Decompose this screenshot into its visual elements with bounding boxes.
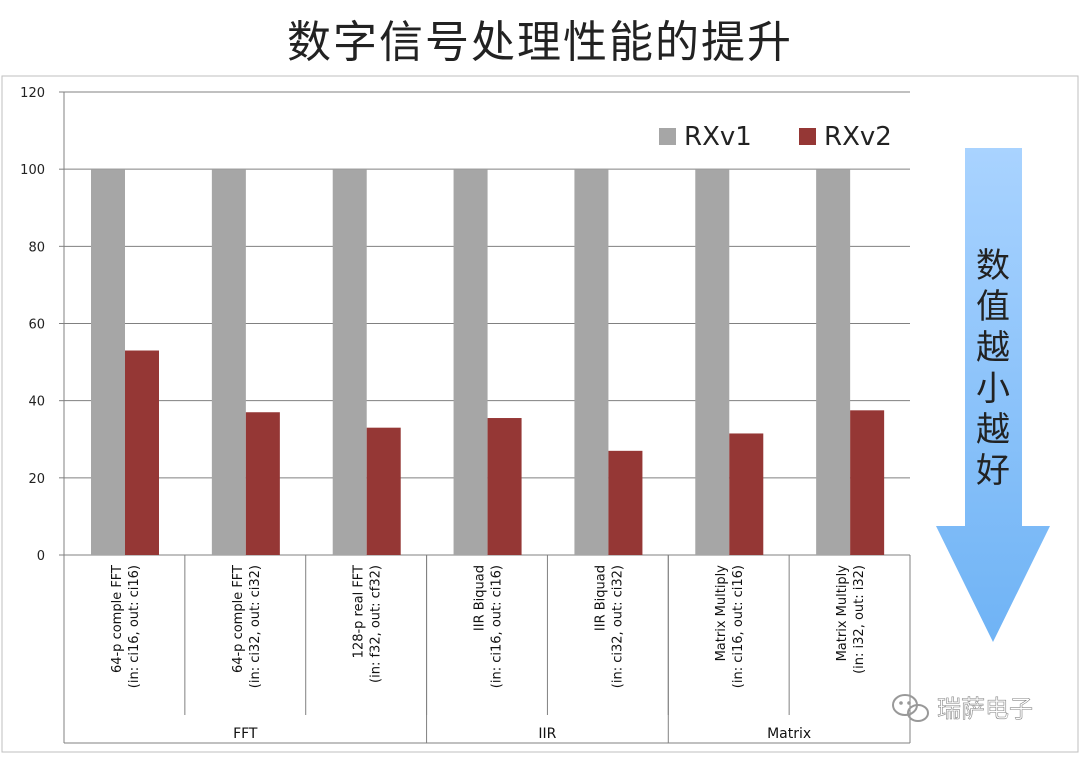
x-category-label-line-4-0: IIR Biquad [593, 565, 608, 631]
smaller-is-better-arrow: 数值越小越好 [936, 148, 1050, 642]
arrow-note-char-4: 越 [976, 410, 1010, 450]
bar-rxv2-3 [487, 418, 522, 555]
bar-rxv1-4 [574, 169, 609, 555]
bar-rxv2-2 [366, 427, 401, 555]
x-group-label-0: FFT [233, 726, 258, 742]
legend-swatch-rxv1 [659, 128, 676, 145]
arrow-note-char-3: 小 [976, 369, 1010, 409]
y-tick-label-0: 0 [37, 549, 45, 564]
x-category-label-line-5-1: (in: ci16, out: ci16) [731, 565, 746, 688]
x-category-label-line-2-0: 128-p real FFT [352, 565, 367, 658]
x-category-label-0: 64-p comple FFT (in: ci16, out: ci16) [110, 565, 142, 688]
x-category-label-3: IIR Biquad (in: ci16, out: ci16) [473, 565, 505, 688]
axes [63, 92, 911, 744]
x-category-label-line-3-0: IIR Biquad [473, 565, 488, 631]
y-tick-label-80: 80 [28, 240, 45, 255]
bar-rxv1-1 [211, 169, 246, 555]
bar-rxv2-0 [125, 350, 159, 555]
x-category-label-line-0-1: (in: ci16, out: ci16) [127, 565, 142, 688]
x-category-label-2: 128-p real FFT (in: f32, out: cf32) [352, 565, 384, 683]
bar-rxv1-0 [91, 169, 125, 555]
x-category-label-6: Matrix Multiply (in: i32, out: i32) [835, 565, 867, 674]
watermark: 瑞萨电子 [892, 694, 1033, 723]
x-category-label-line-1-0: 64-p comple FFT [231, 565, 246, 673]
y-tick-label-20: 20 [28, 472, 45, 487]
page-title: 数字信号处理性能的提升 [287, 17, 793, 68]
x-category-label-line-0-0: 64-p comple FFT [110, 565, 125, 673]
bar-rxv2-6 [850, 410, 885, 555]
x-category-label-line-6-1: (in: i32, out: i32) [852, 565, 867, 674]
chart-border [1, 75, 1079, 753]
x-category-label-4: IIR Biquad (in: ci32, out: ci32) [593, 565, 625, 688]
y-tick-label-120: 120 [20, 86, 45, 101]
x-group-label-1: IIR [538, 726, 556, 742]
bar-rxv1-3 [453, 169, 488, 555]
legend-swatch-rxv2 [799, 128, 816, 145]
x-category-label-line-3-1: (in: ci16, out: ci16) [490, 565, 505, 688]
arrow-note-char-5: 好 [976, 451, 1010, 491]
x-category-label-5: Matrix Multiply (in: ci16, out: ci16) [714, 565, 746, 688]
y-tick-labels: 0 20 40 60 80 100 120 [20, 86, 45, 564]
arrow-note-char-0: 数 [976, 246, 1010, 286]
down-arrow-icon [936, 148, 1050, 642]
legend: RXv1 RXv2 [659, 122, 892, 152]
legend-label-rxv1: RXv1 [684, 122, 752, 152]
x-category-label-line-5-0: Matrix Multiply [714, 565, 729, 662]
y-tick-label-100: 100 [20, 163, 45, 178]
x-category-labels: 64-p comple FFT (in: ci16, out: ci16) 64-p… [110, 565, 867, 688]
arrow-note-char-2: 越 [976, 328, 1010, 368]
legend-label-rxv2: RXv2 [824, 122, 892, 152]
x-category-label-line-1-1: (in: ci32, out: ci32) [248, 565, 263, 688]
x-group-labels: FFT IIR Matrix [233, 726, 811, 742]
wechat-icon [892, 694, 929, 722]
arrow-note-text: 数值越小越好 [976, 246, 1010, 491]
bar-rxv2-4 [608, 450, 643, 555]
x-group-label-2: Matrix [767, 726, 811, 742]
chart-frame: 0 20 40 60 80 100 120 64-p comple FFT (in: ci16… [0, 75, 1080, 757]
x-category-label-1: 64-p comple FFT (in: ci32, out: ci32) [231, 565, 263, 688]
bar-rxv2-1 [245, 412, 280, 555]
y-tick-label-60: 60 [28, 318, 45, 333]
x-category-label-line-6-0: Matrix Multiply [835, 565, 850, 662]
x-category-label-line-2-1: (in: f32, out: cf32) [369, 565, 384, 683]
bar-rxv1-5 [695, 169, 730, 555]
bar-rxv1-6 [816, 169, 851, 555]
x-category-label-line-4-1: (in: ci32, out: ci32) [610, 565, 625, 688]
bar-rxv1-2 [332, 169, 367, 555]
bars [91, 169, 885, 555]
bar-rxv2-5 [729, 433, 764, 555]
watermark-text: 瑞萨电子 [937, 695, 1033, 723]
y-tick-label-40: 40 [28, 395, 45, 410]
arrow-note-char-1: 值 [976, 287, 1010, 327]
